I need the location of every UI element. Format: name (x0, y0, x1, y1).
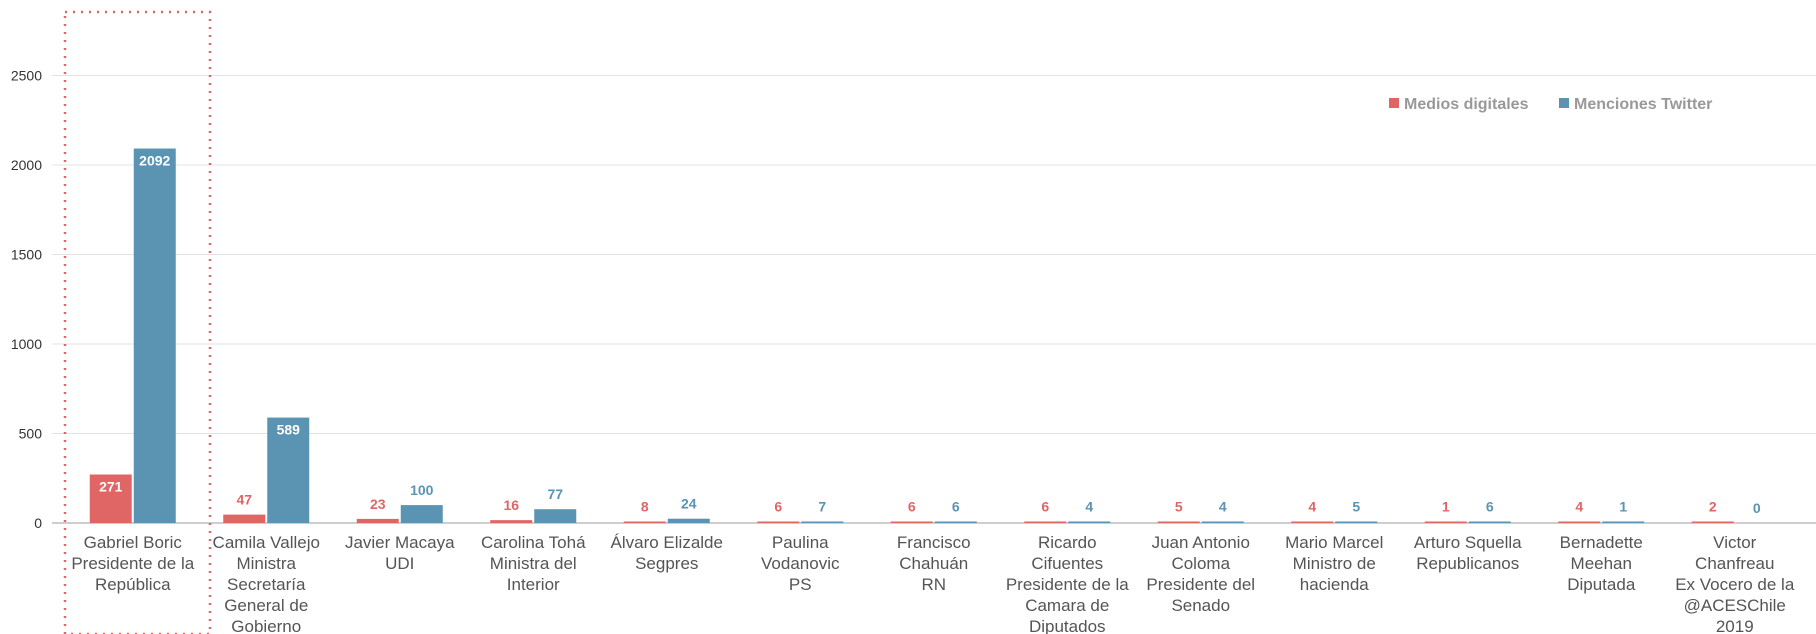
data-label: 24 (681, 496, 697, 512)
bar-medios-digitales (1424, 521, 1467, 523)
data-label: 8 (641, 499, 649, 515)
x-category-label: Juan Antonio Coloma Presidente del Senado (1146, 533, 1255, 615)
x-category-label: Ricardo Cifuentes Presidente de la Camara d… (1006, 533, 1129, 634)
y-tick-label: 1000 (11, 336, 42, 352)
x-category-label: Arturo Squella Republicanos (1414, 533, 1522, 573)
bar-medios-digitales (1558, 521, 1601, 523)
x-category-label: Carolina Tohá Ministra del Interior (481, 533, 586, 594)
y-tick-label: 500 (19, 426, 43, 442)
y-axis-tick-labels: 0 500 1000 1500 2000 2500 (11, 68, 42, 532)
data-label: 1 (1619, 499, 1627, 515)
data-label: 0 (1753, 500, 1761, 516)
y-tick-label: 0 (34, 515, 42, 531)
data-label: 4 (1575, 499, 1583, 515)
x-category-label: Paulina Vodanovic PS (761, 533, 840, 594)
y-tick-label: 2000 (11, 157, 42, 173)
bar-medios-digitales (623, 521, 666, 523)
x-category-label: Camila Vallejo Ministra Secretaría General … (213, 533, 320, 634)
bar-menciones-twitter (1602, 521, 1645, 523)
bar-medios-digitales (1157, 521, 1200, 523)
data-label: 2 (1709, 499, 1717, 515)
data-label: 589 (277, 422, 301, 438)
data-label: 6 (774, 499, 782, 515)
y-tick-label: 1500 (11, 247, 42, 263)
x-category-label: Álvaro Elizalde Segpres (611, 533, 723, 573)
bar-menciones-twitter (1468, 521, 1511, 523)
data-label: 4 (1219, 499, 1227, 515)
data-label: 77 (547, 486, 563, 502)
bar-medios-digitales (356, 518, 399, 523)
highlight-box (63, 10, 212, 634)
legend-label: Menciones Twitter (1574, 96, 1712, 113)
data-label: 6 (952, 499, 960, 515)
x-category-label: Gabriel Boric Presidente de la República (71, 533, 194, 594)
bar-menciones-twitter (1068, 521, 1111, 523)
data-label: 2092 (139, 153, 170, 169)
data-label: 6 (1041, 499, 1049, 515)
x-category-label: Mario Marcel Ministro de hacienda (1285, 533, 1383, 594)
data-label: 100 (410, 482, 434, 498)
bar-menciones-twitter (400, 505, 443, 523)
bar-medios-digitales (1691, 521, 1734, 523)
y-tick-label: 2500 (11, 68, 42, 84)
gridlines (52, 75, 1816, 524)
bar-medios-digitales (890, 521, 933, 523)
data-label: 23 (370, 496, 386, 512)
bar-menciones-twitter (1201, 521, 1244, 523)
bars (89, 148, 1734, 524)
data-label: 4 (1308, 499, 1316, 515)
data-label: 4 (1085, 499, 1093, 515)
bar-menciones-twitter (667, 518, 710, 523)
bar-medios-digitales (223, 514, 266, 523)
bar-medios-digitales (89, 474, 132, 523)
data-label: 6 (1486, 499, 1494, 515)
x-category-label: Javier Macaya UDI (345, 533, 455, 573)
bar-menciones-twitter (1335, 521, 1378, 523)
x-category-label: Bernadette Meehan Diputada (1560, 533, 1643, 594)
x-axis-category-labels: Gabriel Boric Presidente de la República Ca… (71, 533, 1795, 634)
legend-swatch (1389, 98, 1399, 108)
data-label: 5 (1352, 499, 1360, 515)
data-label: 271 (99, 478, 123, 494)
bar-medios-digitales (757, 521, 800, 523)
x-category-label: Francisco Chahuán RN (897, 533, 971, 594)
legend-swatch (1559, 98, 1569, 108)
bar-menciones-twitter (534, 509, 577, 523)
data-label: 1 (1442, 499, 1450, 515)
highlight-dotted-box (63, 10, 212, 634)
bar-menciones-twitter (133, 148, 176, 524)
x-category-label: Victor Chanfreau Ex Vocero de la @ACESChile… (1675, 533, 1795, 634)
data-label: 6 (908, 499, 916, 515)
bar-medios-digitales (1024, 521, 1067, 523)
legend: Medios digitales Menciones Twitter (1389, 96, 1712, 113)
bar-menciones-twitter (934, 521, 977, 523)
legend-label: Medios digitales (1404, 96, 1529, 113)
data-label: 47 (236, 492, 252, 508)
data-label: 5 (1175, 499, 1183, 515)
bar-menciones-twitter (267, 417, 310, 523)
bar-menciones-twitter (801, 521, 844, 523)
bar-medios-digitales (490, 520, 533, 523)
data-label: 7 (818, 499, 826, 515)
bar-medios-digitales (1291, 521, 1334, 523)
data-label: 16 (503, 497, 519, 513)
